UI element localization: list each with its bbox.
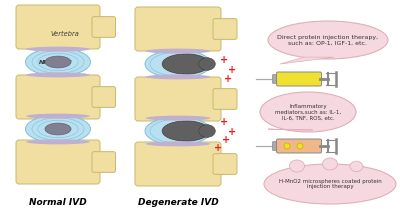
FancyBboxPatch shape (92, 152, 116, 172)
Ellipse shape (150, 119, 206, 143)
Text: +: + (222, 135, 230, 145)
FancyBboxPatch shape (92, 17, 116, 37)
Text: Degenerate IVD: Degenerate IVD (138, 198, 218, 207)
Text: +: + (214, 143, 222, 153)
Polygon shape (280, 57, 334, 64)
FancyBboxPatch shape (135, 77, 221, 121)
Text: Vertebra: Vertebra (50, 31, 79, 37)
Text: +: + (228, 65, 236, 75)
Ellipse shape (45, 123, 71, 135)
FancyBboxPatch shape (16, 75, 100, 119)
FancyBboxPatch shape (135, 142, 221, 186)
Text: +: + (220, 117, 228, 127)
Text: +: + (220, 55, 228, 65)
Text: Direct protein injection therapy,
such as: OP-1, IGF-1, etc.: Direct protein injection therapy, such a… (278, 35, 378, 45)
Ellipse shape (199, 58, 215, 70)
FancyBboxPatch shape (272, 142, 278, 150)
Ellipse shape (146, 116, 210, 121)
FancyBboxPatch shape (213, 19, 237, 39)
Ellipse shape (264, 164, 396, 204)
Ellipse shape (297, 143, 303, 149)
Ellipse shape (146, 49, 210, 54)
Ellipse shape (145, 50, 211, 78)
Ellipse shape (26, 47, 90, 52)
Text: NP: NP (39, 60, 49, 64)
Text: AF: AF (64, 60, 72, 64)
Ellipse shape (38, 120, 78, 138)
Ellipse shape (45, 56, 71, 68)
Ellipse shape (32, 51, 84, 73)
Text: +: + (228, 127, 236, 137)
Ellipse shape (146, 141, 210, 146)
FancyBboxPatch shape (213, 89, 237, 109)
Text: +: + (224, 74, 232, 84)
Ellipse shape (284, 143, 290, 149)
Ellipse shape (26, 72, 90, 77)
Ellipse shape (26, 115, 90, 143)
Ellipse shape (162, 121, 210, 141)
Text: Inflammatory
mediators,such as: IL-1,
IL-6, TNF, ROS, etc.: Inflammatory mediators,such as: IL-1, IL… (275, 104, 341, 120)
Ellipse shape (260, 92, 356, 132)
Ellipse shape (322, 158, 338, 170)
FancyBboxPatch shape (213, 154, 237, 174)
FancyBboxPatch shape (92, 87, 116, 107)
Text: H-MnO2 microspheres coated protein
injection therapy: H-MnO2 microspheres coated protein injec… (279, 179, 381, 189)
Ellipse shape (26, 139, 90, 144)
FancyBboxPatch shape (16, 140, 100, 184)
Ellipse shape (290, 160, 304, 172)
Ellipse shape (26, 48, 90, 76)
Ellipse shape (26, 114, 90, 119)
Ellipse shape (350, 161, 363, 172)
Ellipse shape (150, 52, 206, 76)
FancyBboxPatch shape (16, 5, 100, 49)
Ellipse shape (199, 125, 215, 137)
Ellipse shape (145, 117, 211, 145)
Polygon shape (268, 129, 313, 130)
FancyBboxPatch shape (276, 139, 322, 153)
Ellipse shape (146, 74, 210, 80)
Ellipse shape (38, 53, 78, 71)
FancyBboxPatch shape (272, 75, 278, 83)
Text: Normal IVD: Normal IVD (29, 198, 87, 207)
Ellipse shape (162, 54, 210, 74)
FancyBboxPatch shape (135, 7, 221, 51)
Ellipse shape (268, 21, 388, 59)
Ellipse shape (32, 118, 84, 140)
FancyBboxPatch shape (276, 72, 322, 86)
